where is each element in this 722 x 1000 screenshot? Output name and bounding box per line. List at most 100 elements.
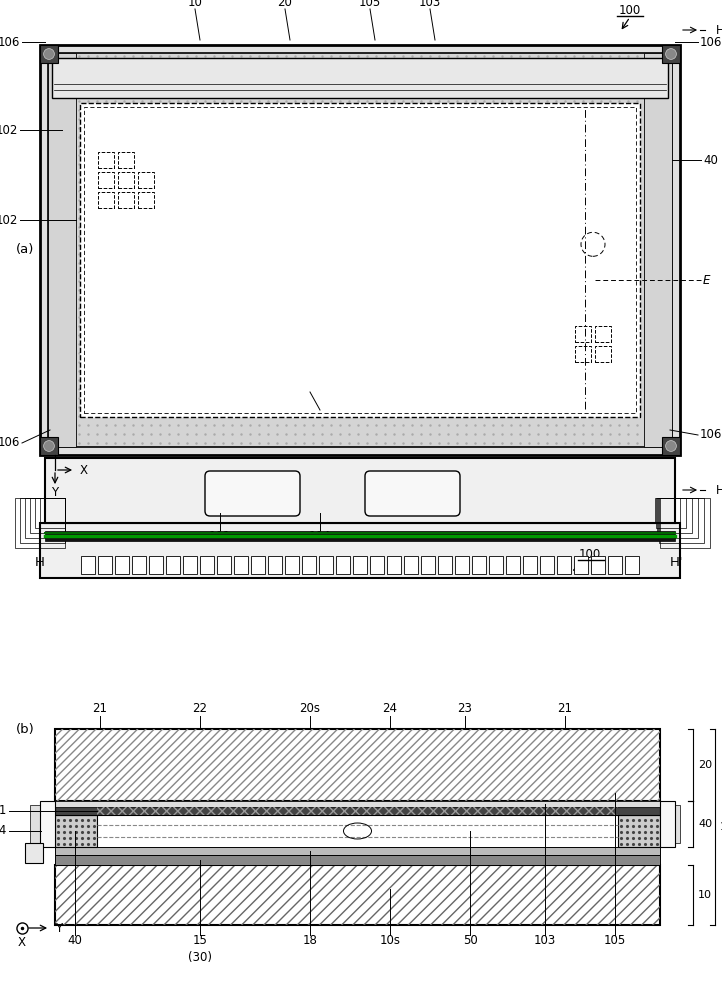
Bar [97, 807, 618, 815]
Bar [118, 152, 134, 168]
Text: P: P [170, 174, 178, 188]
Bar [557, 556, 571, 574]
Bar [166, 556, 180, 574]
Bar [472, 556, 486, 574]
Bar [618, 815, 660, 847]
Bar [48, 53, 76, 447]
Bar [115, 556, 129, 574]
Bar [656, 498, 686, 528]
Bar [670, 805, 680, 843]
Text: 110: 110 [720, 822, 722, 832]
Text: 40: 40 [703, 153, 718, 166]
Bar [84, 107, 636, 413]
Bar [353, 556, 367, 574]
Text: 103: 103 [419, 0, 441, 8]
Bar [80, 103, 640, 417]
Text: 104: 104 [309, 530, 331, 544]
Bar [45, 458, 675, 523]
Bar [132, 556, 146, 574]
Bar [523, 556, 537, 574]
Bar [217, 556, 231, 574]
Bar [55, 855, 660, 865]
Bar [30, 498, 65, 533]
Bar [98, 172, 114, 188]
Bar [118, 192, 134, 208]
Bar [138, 192, 154, 208]
Bar [55, 865, 660, 925]
Bar [20, 498, 65, 543]
Text: 22: 22 [193, 702, 207, 714]
Text: 21: 21 [557, 702, 573, 714]
Text: 100: 100 [619, 3, 641, 16]
Text: H': H' [716, 23, 722, 36]
Bar [658, 498, 698, 538]
Bar [404, 556, 418, 574]
Text: H': H' [670, 556, 684, 568]
Bar [657, 498, 692, 533]
Bar [40, 498, 65, 523]
Bar [370, 556, 384, 574]
Text: 40: 40 [698, 819, 712, 829]
Circle shape [43, 441, 54, 451]
Text: 100: 100 [579, 548, 601, 562]
Text: 20: 20 [698, 760, 712, 770]
Text: 101: 101 [209, 530, 231, 544]
Bar [438, 556, 452, 574]
Bar [644, 53, 672, 447]
Text: 21: 21 [303, 378, 318, 391]
Bar [40, 45, 680, 455]
Text: 40: 40 [68, 934, 82, 948]
Bar [40, 523, 680, 578]
Bar [40, 437, 58, 455]
Text: 24: 24 [383, 702, 398, 714]
Text: 101: 101 [0, 804, 7, 818]
Bar [575, 346, 591, 362]
Bar [662, 45, 680, 63]
Text: 102: 102 [0, 214, 18, 227]
FancyBboxPatch shape [365, 471, 460, 516]
Bar [595, 346, 611, 362]
Text: (30): (30) [188, 950, 212, 964]
Bar [319, 556, 333, 574]
Text: 106: 106 [700, 35, 722, 48]
Text: 20s: 20s [300, 702, 321, 714]
Bar [55, 847, 660, 855]
Text: Y: Y [55, 922, 62, 934]
Text: 15: 15 [193, 934, 207, 948]
Bar [574, 556, 588, 574]
Bar [55, 729, 660, 801]
Text: (b): (b) [16, 724, 35, 736]
Text: 50: 50 [463, 934, 477, 948]
Bar [575, 326, 591, 342]
Bar [118, 172, 134, 188]
Bar [40, 45, 58, 63]
FancyBboxPatch shape [205, 471, 300, 516]
Bar [421, 556, 435, 574]
Bar [591, 556, 605, 574]
Bar [183, 556, 197, 574]
Bar [15, 498, 65, 548]
Text: H: H [716, 484, 722, 496]
Bar [285, 556, 299, 574]
Text: 102: 102 [0, 123, 18, 136]
Bar [540, 556, 554, 574]
Text: P: P [625, 286, 633, 298]
Bar [40, 801, 55, 847]
Text: (a): (a) [16, 243, 35, 256]
Text: 105: 105 [359, 0, 381, 8]
Text: 21: 21 [92, 702, 108, 714]
Bar [55, 807, 660, 815]
Bar [25, 843, 43, 863]
Text: 23: 23 [458, 702, 472, 714]
Bar [55, 801, 660, 807]
Bar [55, 815, 97, 847]
Bar [234, 556, 248, 574]
Bar [455, 556, 469, 574]
Bar [200, 556, 214, 574]
Bar [659, 498, 704, 543]
Text: 103: 103 [534, 934, 556, 948]
Circle shape [43, 49, 54, 59]
Bar [336, 556, 350, 574]
Bar [655, 498, 680, 523]
Bar [52, 58, 668, 98]
